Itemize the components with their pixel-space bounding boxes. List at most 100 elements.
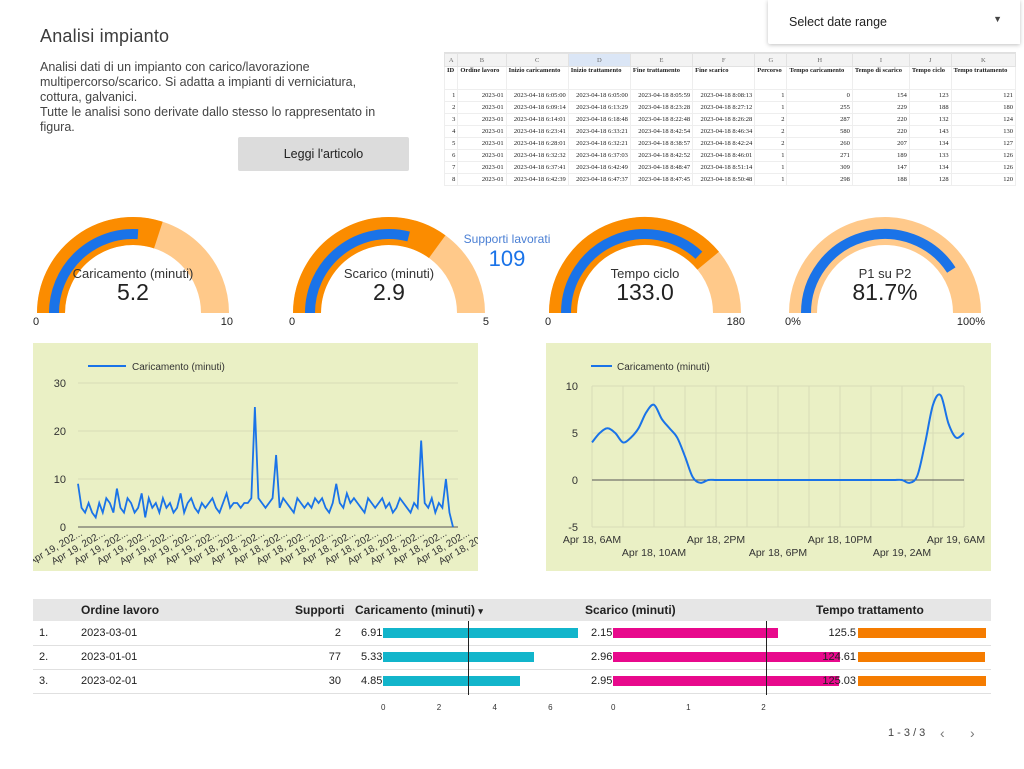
sheet-header-cell: Tempo caricamento <box>786 66 853 90</box>
y-tick-label: -5 <box>568 522 578 534</box>
scarico-bar <box>613 652 840 662</box>
x-tick-label: Apr 19, 2AM <box>873 547 931 559</box>
series-line <box>591 393 965 484</box>
caricamento-bar <box>383 652 534 662</box>
scarico-reference-line <box>766 621 768 695</box>
row-caricamento-value: 6.91 <box>361 627 383 639</box>
sheet-cell: 2023-04-18 8:46:34 <box>692 125 756 138</box>
y-tick-label: 10 <box>54 474 66 486</box>
sheet-cell: 2023-04-18 6:32:21 <box>567 137 631 150</box>
sheet-cell: 124 <box>950 113 1017 126</box>
gauge-name: P1 su P2 <box>858 266 912 281</box>
sheet-cell: 5 <box>443 137 459 150</box>
sheet-cell: 2023-04-18 6:13:29 <box>567 101 631 114</box>
sheet-cell: 207 <box>851 137 910 150</box>
sheet-row: 5 2023-01 2023-04-18 6:28:01 2023-04-18 6:3… <box>443 137 1017 150</box>
caricamento-axis-tick: 6 <box>548 703 553 712</box>
column-header-caricamento[interactable]: Caricamento (minuti) ▾ <box>355 603 483 617</box>
scarico-axis-tick: 2 <box>761 703 766 712</box>
sheet-header-cell: Percorso <box>754 66 788 90</box>
sheet-cell: 309 <box>786 161 853 174</box>
row-scarico-value: 2.95 <box>591 675 613 687</box>
sheet-cell: 8 <box>443 173 459 186</box>
gauge-graphic <box>293 217 485 314</box>
column-header-ordine[interactable]: Ordine lavoro <box>81 603 160 617</box>
row-caricamento-value: 4.85 <box>361 675 383 687</box>
caricamento-axis-tick: 2 <box>436 703 442 712</box>
sheet-cell: 2023-04-18 6:28:01 <box>505 137 569 150</box>
row-trattamento-value: 124.61 <box>822 651 856 663</box>
table-row[interactable]: 3. 2023-02-01 30 4.85 2.95 125.03 <box>33 669 991 694</box>
sheet-cell: 255 <box>786 101 853 114</box>
sheet-header-cell: Inizio trattamento <box>567 66 631 90</box>
sheet-cell: 127 <box>950 137 1017 150</box>
row-supporti: 30 <box>328 675 341 687</box>
scarico-axis-tick: 1 <box>686 703 691 712</box>
sheet-cell: 3 <box>443 113 459 126</box>
gauge-graphic <box>37 217 229 314</box>
sheet-row: 7 2023-01 2023-04-18 6:37:41 2023-04-18 6:4… <box>443 161 1017 174</box>
column-header-scarico[interactable]: Scarico (minuti) <box>585 603 676 617</box>
sheet-cell: 134 <box>908 161 952 174</box>
sort-desc-icon: ▾ <box>478 606 483 616</box>
legend-label: Caricamento (minuti) <box>617 362 710 373</box>
sheet-cell: 1 <box>754 101 788 114</box>
gauge-value: 5.2 <box>117 279 149 305</box>
sheet-cell: 2023-04-18 6:18:48 <box>567 113 631 126</box>
sheet-cell: 2023-04-18 6:05:00 <box>505 89 569 102</box>
sheet-cell: 2 <box>754 137 788 150</box>
gauge-graphic <box>789 217 981 314</box>
row-trattamento-value: 125.5 <box>828 627 856 639</box>
row-ordine: 2023-02-01 <box>81 675 138 687</box>
sheet-col-letter: G <box>754 53 788 67</box>
table-row[interactable]: 2. 2023-01-01 77 5.33 2.96 124.61 <box>33 645 991 670</box>
column-header-supporti[interactable]: Supporti <box>295 603 345 617</box>
row-caricamento-value: 5.33 <box>361 651 383 663</box>
sheet-cell: 128 <box>908 173 952 186</box>
sheet-cell: 2023-04-18 8:26:28 <box>692 113 756 126</box>
sheet-col-letter: K <box>950 53 1017 67</box>
sheet-header-cell: Inizio caricamento <box>505 66 569 90</box>
sheet-cell: 2023-04-18 8:47:45 <box>629 173 694 186</box>
table-row[interactable]: 1. 2023-03-01 2 6.91 2.15 125.5 <box>33 621 991 646</box>
chevron-left-icon[interactable]: ‹ <box>940 725 945 741</box>
gauge-min: 0 <box>545 316 552 328</box>
sheet-cell: 188 <box>851 173 910 186</box>
y-tick-label: 0 <box>60 522 66 534</box>
sheet-cell: 2023-04-18 6:32:32 <box>505 149 569 162</box>
description-line: cottura, galvanici. <box>40 90 138 104</box>
sheet-cell: 2023-04-18 6:37:41 <box>505 161 569 174</box>
row-ordine: 2023-03-01 <box>81 627 138 639</box>
sheet-cell: 143 <box>908 125 952 138</box>
sheet-cell: 260 <box>786 137 853 150</box>
sheet-row: 4 2023-01 2023-04-18 6:23:41 2023-04-18 6:3… <box>443 125 1017 138</box>
x-tick-label: Apr 18, 6PM <box>749 547 807 559</box>
page-description: Analisi dati di un impianto con carico/l… <box>40 60 410 135</box>
sheet-cell: 287 <box>786 113 853 126</box>
sheet-col-letter: D <box>567 53 631 67</box>
gauge-graphic <box>549 217 741 314</box>
date-range-selector[interactable]: Select date range ▼ <box>768 0 1020 44</box>
page-title: Analisi impianto <box>40 26 170 46</box>
sheet-cell: 154 <box>851 89 910 102</box>
sheet-header-cell: Tempo di scarico <box>851 66 910 90</box>
sheet-cell: 220 <box>851 125 910 138</box>
sheet-cell: 130 <box>950 125 1017 138</box>
read-article-button[interactable]: Leggi l'articolo <box>238 137 409 171</box>
spreadsheet-image: A B C D E F G H I J K ID Ordine lavoro Inizio caricam… <box>443 52 1017 186</box>
sheet-cell: 2023-01 <box>457 125 507 138</box>
row-index: 2. <box>39 651 49 663</box>
description-line: multipercorso/scarico. Si adatta a impia… <box>40 75 357 89</box>
sheet-col-letter: F <box>692 53 756 67</box>
sheet-cell: 2023-01 <box>457 149 507 162</box>
gauge-p1-su-p2: P1 su P2 81.7% 0% 100% <box>785 216 985 328</box>
sheet-cell: 580 <box>786 125 853 138</box>
chevron-right-icon[interactable]: › <box>970 725 975 741</box>
sheet-cell: 1 <box>754 161 788 174</box>
sheet-cell: 2023-04-18 6:05:00 <box>567 89 631 102</box>
series-line <box>77 406 454 528</box>
gauge-tempo-ciclo: Tempo ciclo 133.0 0 180 <box>545 216 745 328</box>
kpi-value: 109 <box>488 246 526 271</box>
column-header-trattamento[interactable]: Tempo trattamento <box>816 603 924 617</box>
sheet-cell: 147 <box>851 161 910 174</box>
